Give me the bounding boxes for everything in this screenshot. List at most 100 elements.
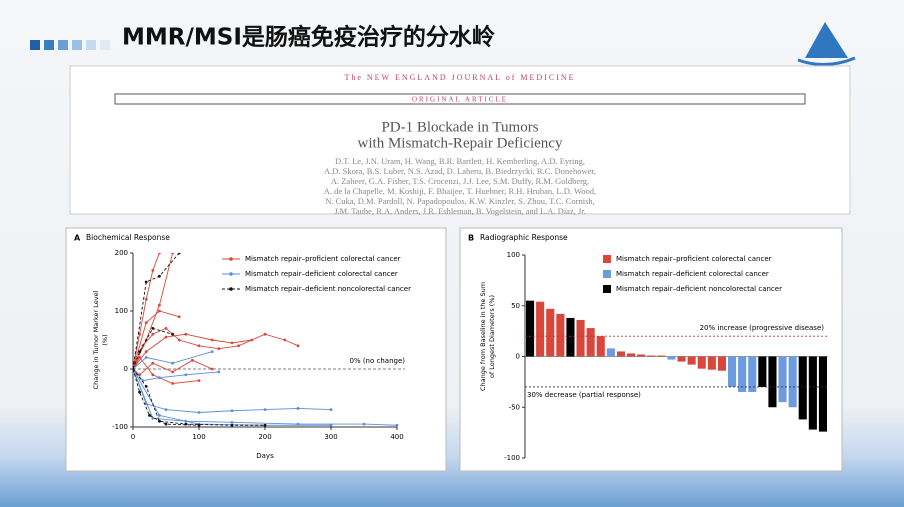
data-point <box>177 338 181 342</box>
bar <box>798 356 807 420</box>
bar <box>637 354 646 357</box>
data-point <box>151 373 155 377</box>
data-point <box>164 335 168 339</box>
reference-label: 20% increase (progressive disease) <box>700 324 825 332</box>
bar <box>758 356 767 387</box>
author-line: A. Zaheer, G.A. Fisher, T.S. Crocenzi, J… <box>331 176 589 186</box>
data-line <box>133 368 200 426</box>
bar <box>576 319 585 357</box>
y-tick-label: 200 <box>115 249 128 257</box>
journal: The NEW ENGLAND JOURNAL of MEDICINE <box>344 73 575 82</box>
data-point <box>184 332 188 336</box>
panel-title: Radiographic Response <box>480 233 568 242</box>
y-tick-label: 0 <box>124 365 128 373</box>
data-point <box>138 356 142 359</box>
y-tick-label: 100 <box>115 307 128 315</box>
data-point <box>151 416 155 420</box>
data-point <box>217 347 221 351</box>
data-point <box>138 390 142 394</box>
y-axis-label: Change in Tumor Marker Level <box>92 290 100 389</box>
data-point <box>151 332 155 336</box>
bar <box>667 356 676 360</box>
bar <box>526 300 535 357</box>
x-tick-label: 400 <box>390 433 403 441</box>
data-point <box>144 298 148 301</box>
bar <box>748 356 757 393</box>
data-point <box>171 370 175 374</box>
bar <box>586 328 595 357</box>
data-point <box>164 327 168 330</box>
legend-label: Mismatch repair–deficient colorectal can… <box>616 270 769 278</box>
author-line: D.T. Le, J.N. Uram, H. Wang, B.R. Bartle… <box>335 156 585 166</box>
data-point <box>230 409 234 413</box>
bar <box>627 353 636 357</box>
legend-label: Mismatch repair–deficient noncolorectal … <box>616 285 782 293</box>
bar <box>596 336 605 357</box>
y-axis-label: (%) <box>101 334 109 345</box>
author-line: A. de la Chapelle, M. Koshiji, F. Bhaije… <box>324 186 596 196</box>
section-box <box>114 93 806 105</box>
data-point <box>158 414 161 417</box>
data-point <box>283 338 287 342</box>
x-tick-label: 100 <box>192 433 205 441</box>
legend-swatch <box>603 255 611 263</box>
data-point <box>158 309 161 313</box>
data-point <box>151 361 155 365</box>
author-line: J.M. Taube, R.A. Anders, J.R. Eshleman, … <box>334 206 586 216</box>
x-tick-label: 0 <box>131 433 135 441</box>
panel-a <box>65 227 447 472</box>
bar <box>546 308 555 357</box>
bar <box>657 355 666 357</box>
author-line: N. Cuka, D.M. Pardoll, N. Papadopoulos, … <box>325 196 595 206</box>
data-line <box>133 310 180 370</box>
bar <box>556 313 565 357</box>
data-line <box>133 359 213 376</box>
data-point <box>217 370 221 374</box>
data-point <box>296 344 300 348</box>
legend-swatch <box>603 285 611 293</box>
bar <box>808 356 817 430</box>
data-point <box>395 423 399 427</box>
logo <box>797 22 856 66</box>
bar <box>647 355 656 357</box>
data-line <box>133 327 173 370</box>
data-point <box>230 341 234 345</box>
data-point <box>144 350 148 353</box>
legend-swatch <box>603 270 611 278</box>
data-point <box>329 408 333 411</box>
data-point <box>158 303 161 307</box>
data-point <box>263 332 267 336</box>
y-tick-label: 100 <box>507 251 520 259</box>
data-point <box>138 332 142 336</box>
data-line <box>133 368 332 413</box>
data-point <box>133 367 135 371</box>
data-point <box>184 373 188 377</box>
bar <box>818 356 827 432</box>
x-tick-label: 300 <box>324 433 337 441</box>
data-point <box>171 361 175 365</box>
y-tick-label: -100 <box>112 423 128 431</box>
legend-label: Mismatch repair–proficient colorectal ca… <box>245 255 401 263</box>
data-point <box>138 350 142 353</box>
y-axis-label: Change from Baseline in the Sum <box>479 282 487 391</box>
data-point <box>184 422 188 426</box>
bar <box>738 356 747 393</box>
bar <box>606 348 615 357</box>
reference-label: 0% (no change) <box>350 357 406 365</box>
bar <box>677 356 686 362</box>
y-axis-label: of Longest Diameters (%) <box>488 295 496 378</box>
reference-label: 30% decrease (partial response) <box>527 391 641 399</box>
bar <box>616 351 625 357</box>
data-point <box>197 379 201 382</box>
data-line <box>133 368 265 426</box>
panel-b <box>459 227 843 472</box>
panel-letter: B <box>468 234 474 243</box>
y-tick-label: -50 <box>509 403 520 411</box>
data-point <box>158 274 161 278</box>
data-point <box>144 321 148 324</box>
data-point <box>197 423 201 427</box>
legend-marker <box>229 287 233 291</box>
bar <box>717 356 726 371</box>
data-point <box>158 376 161 380</box>
